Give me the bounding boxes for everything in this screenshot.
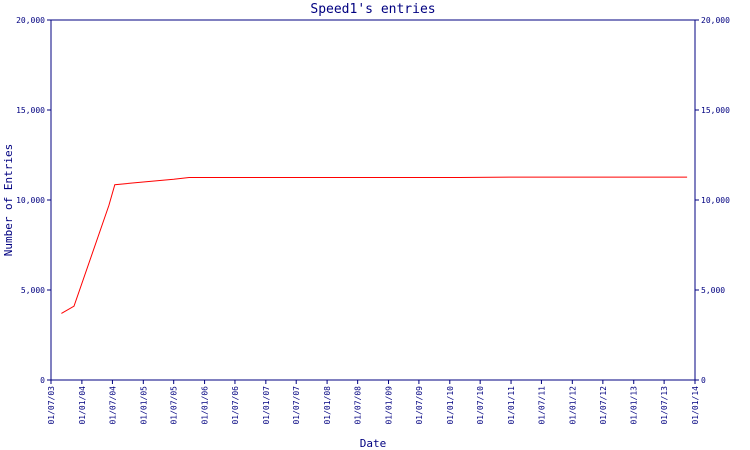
- x-tick-label: 01/01/04: [78, 386, 87, 425]
- x-tick-label: 01/01/10: [446, 386, 455, 425]
- x-tick-label: 01/01/08: [323, 386, 332, 425]
- x-tick-label: 01/07/05: [170, 386, 179, 425]
- series-line: [61, 176, 688, 314]
- x-tick-label: 01/01/05: [139, 386, 148, 425]
- x-tick-label: 01/07/07: [292, 386, 301, 425]
- y-tick-label-right: 20,000: [701, 16, 730, 25]
- y-tick-label-left: 5,000: [21, 286, 45, 295]
- y-tick-label-right: 15,000: [701, 106, 730, 115]
- x-tick-label: 01/07/12: [599, 386, 608, 425]
- y-tick-label-left: 20,000: [16, 16, 45, 25]
- x-tick-label: 01/01/12: [568, 386, 577, 425]
- y-tick-label-left: 0: [40, 376, 45, 385]
- x-tick-label: 01/07/08: [354, 386, 363, 425]
- x-tick-label: 01/01/14: [691, 386, 700, 425]
- y-tick-label-left: 15,000: [16, 106, 45, 115]
- chart-title: Speed1's entries: [310, 2, 435, 17]
- y-tick-label-right: 0: [701, 376, 706, 385]
- x-tick-label: 01/07/09: [415, 386, 424, 425]
- x-tick-label: 01/07/03: [47, 386, 56, 425]
- x-tick-label: 01/01/11: [507, 386, 516, 425]
- x-tick-label: 01/01/06: [201, 386, 210, 425]
- plot-frame: [50, 19, 696, 381]
- right-y-axis: 0 5,000 10,000 15,000 20,000: [695, 16, 730, 385]
- y-tick-label-left: 10,000: [16, 196, 45, 205]
- x-axis-label: Date: [360, 437, 387, 450]
- x-tick-label: 01/07/11: [537, 386, 546, 425]
- y-tick-label-right: 5,000: [701, 286, 725, 295]
- x-tick-label: 01/01/07: [262, 386, 271, 425]
- x-tick-label: 01/07/04: [108, 386, 117, 425]
- x-tick-label: 01/07/10: [476, 386, 485, 425]
- x-tick-label: 01/01/09: [385, 386, 394, 425]
- x-tick-label: 01/07/06: [231, 386, 240, 425]
- x-tick-label: 01/01/13: [630, 386, 639, 425]
- y-tick-label-right: 10,000: [701, 196, 730, 205]
- x-axis: 01/07/03 01/01/04 01/07/04 01/01/05 01/07/05…: [47, 380, 700, 425]
- series-layer: [61, 176, 688, 314]
- y-axis-label: Number of Entries: [2, 144, 15, 257]
- left-y-axis: 0 5,000 10,000 15,000 20,000: [16, 16, 51, 385]
- x-tick-label: 01/07/13: [660, 386, 669, 425]
